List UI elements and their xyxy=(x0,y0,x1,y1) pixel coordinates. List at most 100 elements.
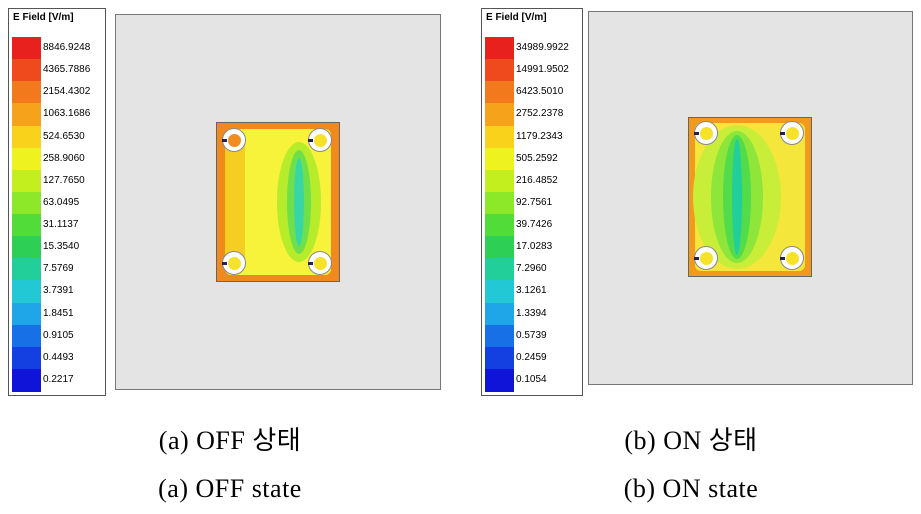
color-scale-segment xyxy=(485,103,514,126)
legend-label: 1063.1686 xyxy=(43,108,91,120)
legend-on: E Field [V/m] 34989.9922 14991.9502 6423… xyxy=(481,8,583,396)
caption-korean: (a) OFF 상태 xyxy=(158,426,302,455)
color-scale-segment xyxy=(485,169,514,193)
color-scale-segment xyxy=(12,169,41,193)
color-scale-segment xyxy=(485,236,514,259)
legend-label: 7.2960 xyxy=(516,263,547,275)
legend-label: 0.1054 xyxy=(516,373,547,385)
legend-label: 127.7650 xyxy=(43,174,85,186)
port-icon xyxy=(780,257,785,260)
color-scale-segment xyxy=(485,147,514,171)
color-scale-segment xyxy=(485,346,514,370)
color-scale-segment xyxy=(485,368,514,392)
color-scale-segment xyxy=(485,280,514,303)
legend-label: 1.8451 xyxy=(43,307,74,319)
color-scale-segment xyxy=(12,324,41,348)
color-scale-segment xyxy=(12,236,41,259)
color-scale-segment xyxy=(485,302,514,326)
color-scale-segment xyxy=(12,81,41,104)
legend-label: 34989.9922 xyxy=(516,42,569,54)
color-scale-bar xyxy=(485,37,514,392)
port-icon xyxy=(308,139,313,142)
legend-label: 17.0283 xyxy=(516,241,553,253)
color-scale-segment xyxy=(12,368,41,392)
color-scale-segment xyxy=(485,37,514,60)
color-scale-segment xyxy=(12,191,41,215)
legend-title: E Field [V/m] xyxy=(13,12,74,23)
via-core xyxy=(228,134,241,147)
legend-label: 0.4493 xyxy=(43,351,74,363)
legend-label: 8846.9248 xyxy=(43,42,91,54)
legend-label: 31.1137 xyxy=(43,219,79,231)
legend-label: 3.7391 xyxy=(43,285,74,297)
panel-on: E Field [V/m] 34989.9922 14991.9502 6423… xyxy=(461,0,921,514)
via-icon xyxy=(694,121,718,145)
legend-label: 15.3540 xyxy=(43,241,80,253)
color-scale-bar xyxy=(12,37,41,392)
caption-english: (b) ON state xyxy=(623,474,759,503)
via-icon xyxy=(308,251,332,275)
color-scale-segment xyxy=(485,324,514,348)
color-scale-segment xyxy=(12,214,41,237)
legend-label: 524.6530 xyxy=(43,130,85,142)
port-icon xyxy=(694,132,699,135)
legend-label: 216.4852 xyxy=(516,174,558,186)
legend-label: 2752.2378 xyxy=(516,108,564,120)
color-scale-segment xyxy=(12,258,41,281)
legend-label: 6423.5010 xyxy=(516,86,564,98)
panel-off: E Field [V/m] 8846.9248 4365.7886 2154.4… xyxy=(0,0,460,514)
via-icon xyxy=(308,128,332,152)
legend-label: 258.9060 xyxy=(43,152,85,164)
port-icon xyxy=(222,262,227,265)
legend-label: 0.2459 xyxy=(516,351,547,363)
legend-label: 505.2592 xyxy=(516,152,558,164)
legend-label: 7.5769 xyxy=(43,263,74,275)
legend-title: E Field [V/m] xyxy=(486,12,547,23)
field-body-left xyxy=(225,137,245,267)
legend-label: 92.7561 xyxy=(516,196,553,208)
color-scale-segment xyxy=(485,125,514,149)
legend-label: 39.7426 xyxy=(516,219,553,231)
via-core xyxy=(314,134,327,147)
caption-korean: (b) ON 상태 xyxy=(624,426,758,455)
legend-label: 0.5739 xyxy=(516,329,547,341)
legend-label: 63.0495 xyxy=(43,196,80,208)
color-scale-segment xyxy=(12,147,41,171)
color-scale-segment xyxy=(485,214,514,237)
color-scale-segment xyxy=(12,103,41,126)
via-core xyxy=(700,252,713,265)
color-scale-segment xyxy=(12,346,41,370)
legend-label: 1179.2343 xyxy=(516,130,563,142)
color-scale-segment xyxy=(12,37,41,60)
port-icon xyxy=(222,139,227,142)
via-core xyxy=(228,257,241,270)
legend-label: 0.9105 xyxy=(43,329,74,341)
via-icon xyxy=(222,251,246,275)
via-core xyxy=(314,257,327,270)
field-center xyxy=(732,139,742,255)
via-core xyxy=(786,252,799,265)
color-scale-segment xyxy=(12,280,41,303)
via-icon xyxy=(694,246,718,270)
color-scale-segment xyxy=(485,59,514,82)
legend-label: 14991.9502 xyxy=(516,64,569,76)
port-icon xyxy=(780,132,785,135)
via-icon xyxy=(222,128,246,152)
via-icon xyxy=(780,121,804,145)
port-icon xyxy=(694,257,699,260)
color-scale-segment xyxy=(12,59,41,82)
legend-label: 0.2217 xyxy=(43,373,74,385)
legend-label: 4365.7886 xyxy=(43,64,91,76)
color-scale-segment xyxy=(485,191,514,215)
via-core xyxy=(700,127,713,140)
via-icon xyxy=(780,246,804,270)
color-scale-segment xyxy=(12,125,41,149)
legend-off: E Field [V/m] 8846.9248 4365.7886 2154.4… xyxy=(8,8,106,396)
color-scale-segment xyxy=(12,302,41,326)
caption-english: (a) OFF state xyxy=(158,474,302,503)
port-icon xyxy=(308,262,313,265)
legend-label: 3.1261 xyxy=(516,285,547,297)
color-scale-segment xyxy=(485,258,514,281)
field-center xyxy=(294,158,304,246)
via-core xyxy=(786,127,799,140)
